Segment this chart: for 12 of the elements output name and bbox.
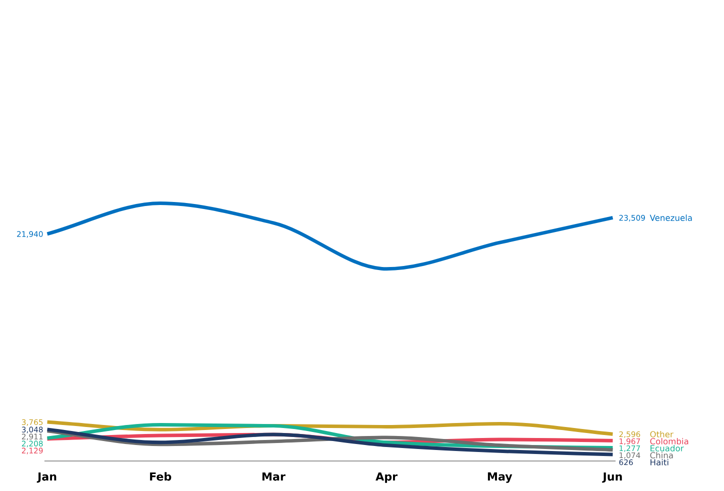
text: Venezuela bbox=[650, 214, 692, 221]
x-tick-label: Feb bbox=[150, 472, 172, 481]
text: Haiti bbox=[650, 458, 668, 466]
text: Other bbox=[650, 430, 674, 438]
x-tick-label: May bbox=[488, 472, 512, 483]
text: Ecuador bbox=[650, 444, 684, 452]
x-tick-label: Mar bbox=[262, 472, 286, 481]
x-tick-label: Apr bbox=[376, 472, 398, 483]
text: China bbox=[650, 452, 673, 458]
x-tick-label: Jun bbox=[602, 472, 622, 483]
text: Colombia bbox=[650, 438, 688, 444]
x-tick-label: Jan bbox=[36, 472, 56, 483]
